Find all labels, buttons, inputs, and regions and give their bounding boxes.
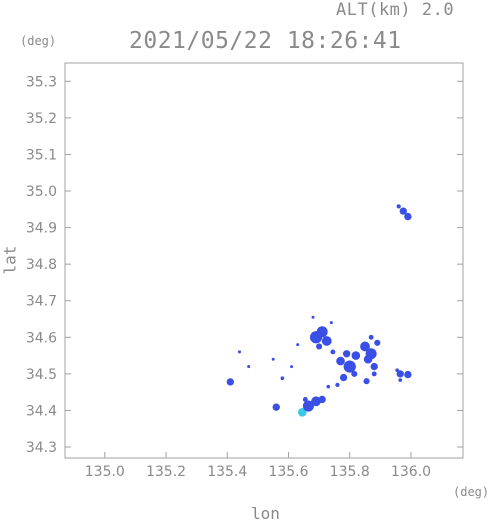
echo-cell — [297, 407, 307, 417]
echo-cell — [335, 382, 340, 387]
y-tick-label: 34.7 — [26, 294, 57, 310]
echo-cell — [399, 207, 407, 215]
echo-cell — [329, 321, 333, 325]
x-tick-label: 136.0 — [391, 464, 431, 480]
y-tick-label: 35.0 — [26, 184, 57, 200]
x-tick-label: 135.2 — [146, 464, 186, 480]
echo-cell — [404, 370, 412, 379]
echo-cell — [363, 378, 370, 385]
echo-cell — [336, 356, 345, 366]
y-tick-label: 34.8 — [26, 257, 57, 273]
y-tick-label: 35.3 — [26, 74, 57, 90]
axis-ticks: 135.0 135.2 135.4 135.6 135.8 136.0 34.3 34.4 34… — [26, 74, 463, 480]
echo-cell — [404, 212, 412, 221]
echo-cell — [396, 204, 401, 209]
x-tick-label: 135.8 — [330, 464, 370, 480]
y-tick-label: 34.6 — [26, 330, 57, 346]
echo-cell — [342, 350, 351, 358]
x-axis-unit: (deg) — [453, 485, 490, 499]
echo-cell — [226, 378, 234, 386]
timestamp-title: 2021/05/22 18:26:41 — [129, 28, 402, 54]
y-tick-label: 34.5 — [26, 367, 57, 383]
x-tick-label: 135.6 — [268, 464, 308, 480]
echo-cell — [351, 370, 358, 377]
echo-cell — [339, 373, 348, 382]
echo-cell — [290, 365, 294, 369]
echo-cell — [330, 349, 336, 355]
y-tick-label: 34.3 — [26, 440, 57, 456]
echo-cell — [311, 315, 315, 319]
echo-cell — [280, 376, 285, 381]
echo-cell — [321, 336, 332, 346]
x-tick-label: 135.0 — [85, 464, 125, 480]
echo-cell — [396, 370, 404, 378]
y-tick-label: 35.2 — [26, 111, 57, 127]
y-tick-label: 35.1 — [26, 147, 57, 163]
echo-cell — [374, 339, 381, 346]
echo-cell — [237, 350, 242, 354]
altitude-readout: ALT(km) 2.0 — [336, 0, 455, 20]
echo-cell — [316, 343, 323, 350]
echo-cell — [370, 362, 378, 371]
plot-frame — [64, 62, 464, 459]
echo-cell — [326, 384, 331, 389]
echo-cell — [360, 341, 370, 352]
echo-cell — [343, 360, 356, 373]
echo-cell — [398, 378, 403, 382]
echo-cell — [368, 334, 374, 340]
x-tick-label: 135.4 — [207, 464, 247, 480]
echo-cells — [226, 204, 412, 417]
echo-cell — [296, 343, 300, 347]
echo-cell — [247, 365, 251, 369]
echo-cell — [351, 351, 361, 360]
y-tick-label: 34.9 — [26, 221, 57, 237]
y-axis-unit: (deg) — [20, 34, 57, 48]
echo-cell — [318, 395, 326, 404]
echo-cell — [311, 396, 321, 407]
echo-cell — [363, 354, 373, 364]
echo-cell — [316, 326, 328, 338]
echo-cell — [371, 371, 377, 377]
echo-cell — [272, 403, 280, 411]
echo-cell — [302, 400, 314, 412]
echo-cell — [395, 368, 400, 373]
echo-cell — [271, 357, 275, 361]
x-axis-label: lon — [251, 504, 280, 523]
y-tick-label: 34.4 — [26, 403, 57, 419]
echo-cell — [302, 397, 308, 402]
